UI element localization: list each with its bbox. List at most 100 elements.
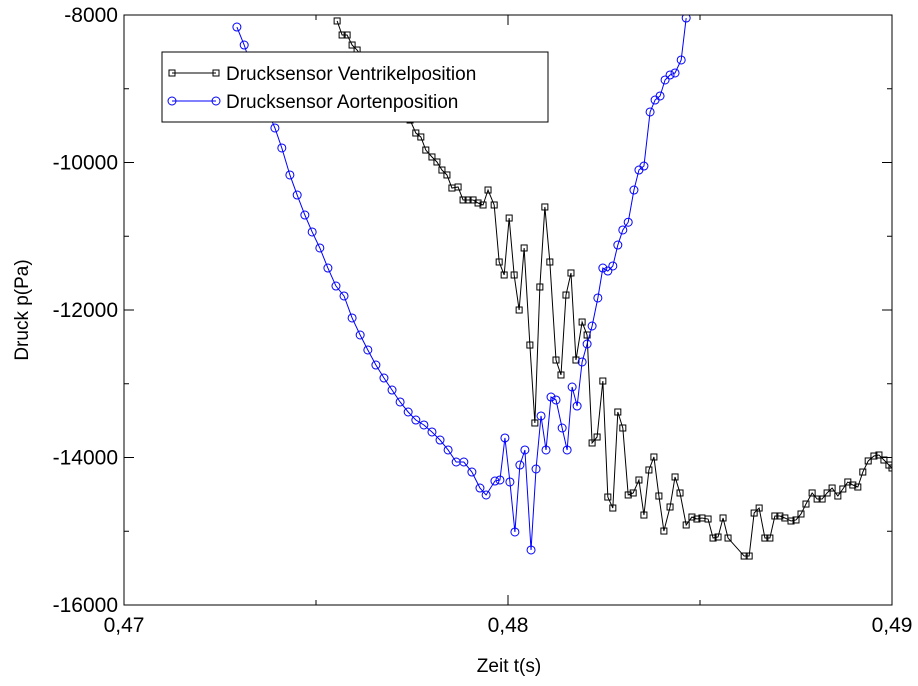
marker <box>682 521 690 529</box>
y-tick-label: -16000 <box>53 594 118 617</box>
marker <box>604 493 612 501</box>
marker <box>719 514 727 522</box>
marker <box>536 283 544 291</box>
marker <box>577 357 587 367</box>
marker <box>520 244 528 252</box>
legend-label: Drucksensor Ventrikelposition <box>226 64 476 85</box>
marker <box>232 22 242 32</box>
marker <box>427 427 437 437</box>
marker <box>348 41 356 49</box>
marker <box>619 424 627 432</box>
marker <box>505 477 515 487</box>
marker <box>859 468 867 476</box>
marker <box>541 203 549 211</box>
marker <box>338 31 346 39</box>
marker <box>755 504 763 512</box>
marker <box>541 445 551 455</box>
y-tick-label: -10000 <box>53 152 118 175</box>
marker <box>660 75 670 85</box>
marker <box>454 183 462 191</box>
marker <box>552 356 560 364</box>
marker <box>572 401 582 411</box>
marker <box>307 227 317 237</box>
plot-area <box>232 15 892 560</box>
marker <box>724 534 732 542</box>
marker <box>609 504 617 512</box>
marker <box>323 263 333 273</box>
marker <box>623 217 633 227</box>
marker <box>490 201 498 209</box>
marker <box>481 490 491 500</box>
marker <box>567 269 575 277</box>
marker <box>428 153 436 161</box>
marker <box>614 408 622 416</box>
marker <box>650 453 658 461</box>
marker <box>300 210 310 220</box>
marker <box>438 166 446 174</box>
marker <box>588 439 596 447</box>
marker <box>787 517 795 525</box>
marker <box>412 129 420 137</box>
marker <box>464 196 472 204</box>
marker <box>495 475 505 485</box>
marker <box>500 433 510 443</box>
marker <box>422 146 430 154</box>
marker <box>515 460 525 470</box>
y-tick-label: -14000 <box>53 447 118 470</box>
marker <box>578 318 586 326</box>
marker <box>761 534 769 542</box>
marker <box>676 55 686 65</box>
marker <box>339 291 349 301</box>
marker <box>875 451 883 459</box>
marker <box>557 423 567 433</box>
marker <box>599 377 607 385</box>
marker <box>888 464 892 472</box>
marker <box>582 339 592 349</box>
marker <box>546 392 556 402</box>
marker <box>331 281 341 291</box>
marker <box>645 107 655 117</box>
y-tick-label: -8000 <box>64 4 118 27</box>
x-tick-label: 0,47 <box>104 614 145 637</box>
marker <box>613 240 623 250</box>
marker <box>671 473 679 481</box>
marker <box>640 511 648 519</box>
marker <box>813 495 821 503</box>
marker <box>655 492 663 500</box>
marker <box>459 196 467 204</box>
marker <box>551 395 561 405</box>
marker <box>212 69 220 77</box>
marker <box>740 552 748 560</box>
marker <box>635 476 643 484</box>
x-tick-label: 0,49 <box>872 614 913 637</box>
marker <box>495 258 503 266</box>
marker <box>880 456 888 464</box>
marker <box>655 91 665 101</box>
legend-box <box>161 51 549 123</box>
marker <box>823 489 831 497</box>
marker <box>587 321 597 331</box>
marker <box>676 489 684 497</box>
marker <box>285 170 295 180</box>
marker <box>490 476 500 486</box>
marker <box>629 185 639 195</box>
marker <box>403 407 413 417</box>
marker <box>467 467 477 477</box>
marker <box>870 452 878 460</box>
marker <box>526 545 536 555</box>
marker <box>645 466 653 474</box>
marker <box>343 31 351 39</box>
marker <box>603 266 613 276</box>
marker <box>593 433 601 441</box>
marker <box>379 373 389 383</box>
marker <box>510 271 518 279</box>
marker <box>593 293 603 303</box>
marker <box>411 415 421 425</box>
marker <box>864 457 872 465</box>
marker <box>315 243 325 253</box>
marker <box>849 481 857 489</box>
marker <box>536 411 546 421</box>
marker <box>624 491 632 499</box>
marker <box>665 70 675 80</box>
marker <box>546 258 554 266</box>
